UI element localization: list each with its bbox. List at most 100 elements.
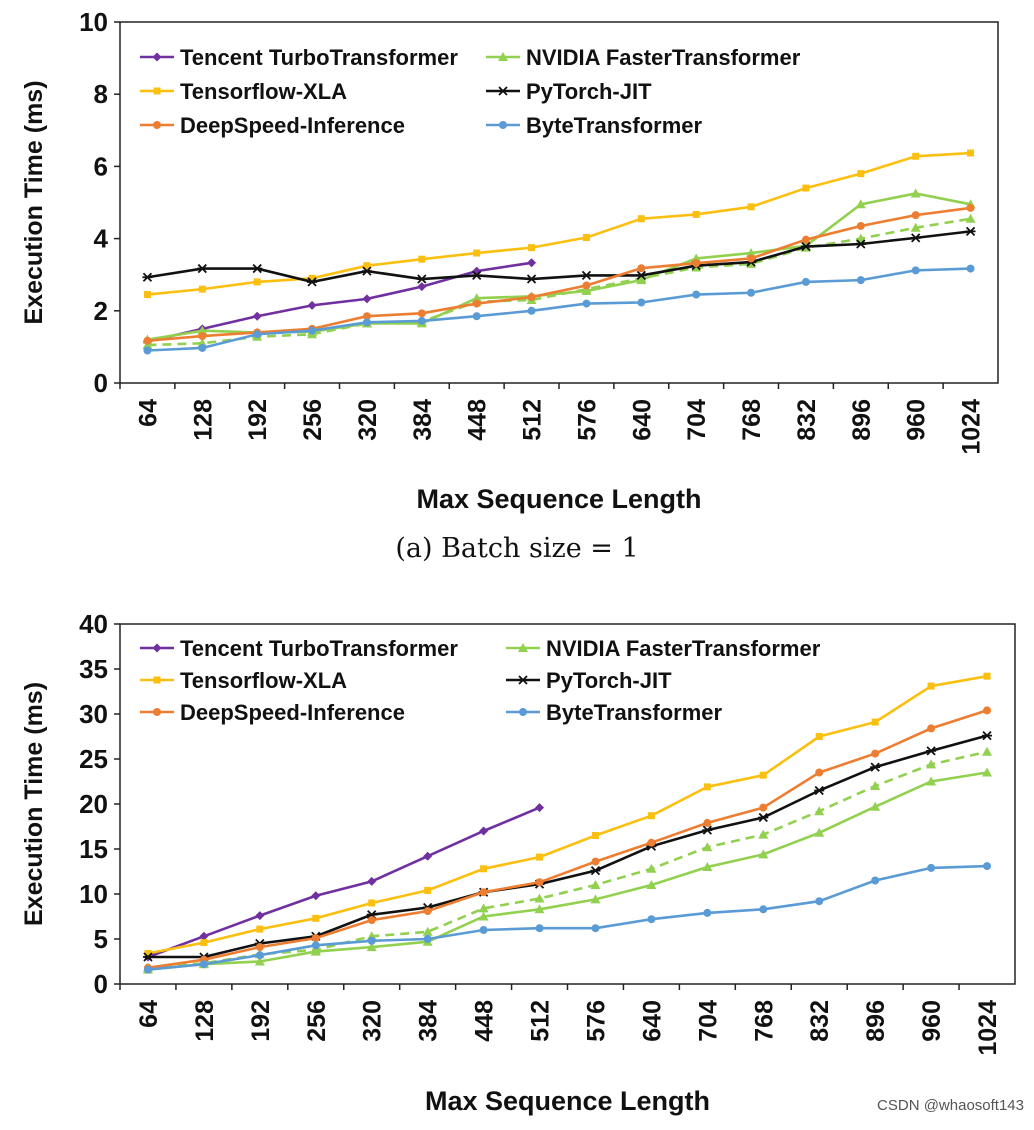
y-tick-label: 35 — [79, 654, 108, 684]
data-point — [591, 857, 600, 866]
series-line — [147, 806, 541, 959]
x-tick-label: 384 — [415, 1000, 443, 1042]
data-point — [636, 270, 647, 281]
data-point — [910, 188, 921, 198]
x-tick-label: 256 — [299, 399, 327, 441]
data-point — [758, 849, 769, 859]
data-point — [253, 278, 261, 286]
data-point — [479, 888, 488, 897]
data-point — [702, 862, 713, 871]
data-point — [366, 942, 377, 952]
legend-item: NVIDIA FasterTransformer — [486, 45, 801, 70]
x-tick-label: 320 — [354, 399, 382, 441]
legend-label: PyTorch-JIT — [546, 668, 672, 693]
y-tick-label: 40 — [79, 609, 108, 639]
data-point — [534, 893, 545, 903]
data-point — [871, 718, 879, 726]
data-point — [143, 291, 151, 299]
data-point — [198, 332, 207, 341]
x-tick-label: 960 — [903, 399, 931, 441]
data-point — [692, 210, 700, 218]
series-line — [147, 771, 988, 971]
data-point — [910, 233, 921, 243]
y-tick-label: 8 — [94, 79, 108, 109]
x-tick-label: 384 — [409, 399, 437, 441]
data-point — [535, 878, 544, 887]
x-tick-label: 320 — [359, 1000, 387, 1042]
series-nvidia-fastertransformer — [142, 767, 993, 974]
data-point — [747, 288, 756, 297]
series-tensorflow-xla — [143, 149, 975, 299]
data-point — [143, 336, 152, 345]
x-tick-label: 192 — [244, 399, 272, 441]
data-point — [746, 248, 757, 258]
x-tick-label: 256 — [303, 1000, 331, 1042]
chart-batch-size-large: 0 5 10 15 20 25 30 35 40 64 128 192 256 320 384 448 512 5… — [20, 609, 1016, 1116]
data-point — [197, 325, 208, 335]
data-point — [855, 239, 866, 249]
data-point — [312, 914, 320, 922]
data-point — [856, 276, 865, 285]
caption-a: (a) Batch size = 1 — [395, 533, 639, 564]
data-point — [758, 829, 769, 839]
series-pytorch-jit — [142, 226, 976, 287]
series-bytetransformer — [143, 264, 975, 355]
data-point — [871, 749, 880, 758]
data-point — [526, 274, 537, 284]
x-tick-label: 640 — [638, 1000, 666, 1042]
data-point — [143, 965, 152, 974]
data-point — [417, 309, 426, 318]
y-tick-label: 0 — [94, 368, 108, 398]
data-point — [367, 936, 376, 945]
y-tick-label: 10 — [79, 879, 108, 909]
data-point — [591, 924, 600, 933]
data-point — [362, 318, 371, 327]
data-point — [758, 812, 769, 823]
data-point — [472, 299, 481, 308]
data-point — [856, 221, 865, 230]
x-tick-label: 128 — [189, 399, 217, 441]
data-point — [965, 213, 976, 223]
legend-item: Tensorflow-XLA — [140, 79, 347, 104]
series-line — [147, 734, 988, 959]
data-point — [910, 222, 921, 232]
data-point — [647, 838, 656, 847]
x-tick-label: 512 — [527, 1000, 555, 1042]
data-point — [926, 776, 937, 786]
data-point — [528, 244, 536, 252]
data-point — [199, 960, 208, 969]
data-point — [308, 326, 317, 335]
data-point — [254, 956, 265, 966]
y-tick-label: 20 — [79, 789, 108, 819]
y-tick-label: 25 — [79, 744, 108, 774]
legend-item: Tensorflow-XLA — [140, 668, 347, 693]
data-point — [646, 880, 657, 889]
series-line — [147, 151, 971, 296]
data-point — [416, 274, 427, 284]
y-tick-label: 4 — [94, 224, 109, 254]
data-point — [870, 801, 881, 811]
x-tick-label: 768 — [750, 1000, 778, 1042]
data-point — [814, 806, 825, 816]
data-point — [759, 905, 768, 914]
data-point — [200, 939, 208, 947]
legend-swatch-marker — [152, 52, 162, 62]
y-tick-label: 30 — [79, 699, 108, 729]
legend-swatch-marker — [518, 675, 528, 685]
data-point — [198, 285, 206, 293]
legend-label: Tencent TurboTransformer — [180, 45, 458, 70]
x-tick-label: 960 — [918, 1000, 946, 1042]
x-axis-title: Max Sequence Length — [425, 1086, 710, 1116]
data-point — [759, 803, 768, 812]
data-point — [871, 876, 880, 885]
series-line — [147, 192, 971, 341]
data-point — [983, 672, 991, 680]
data-point — [637, 215, 645, 223]
data-point — [926, 746, 937, 756]
chart-batch-size-1: 0 2 4 6 8 10 64 128 192 256 320 384 448 512 576 640 704 7… — [20, 7, 999, 514]
data-point — [527, 293, 536, 302]
data-point — [311, 941, 320, 950]
watermark: CSDN @whaosoft143 — [877, 1097, 1024, 1114]
x-tick-label: 704 — [683, 399, 711, 441]
